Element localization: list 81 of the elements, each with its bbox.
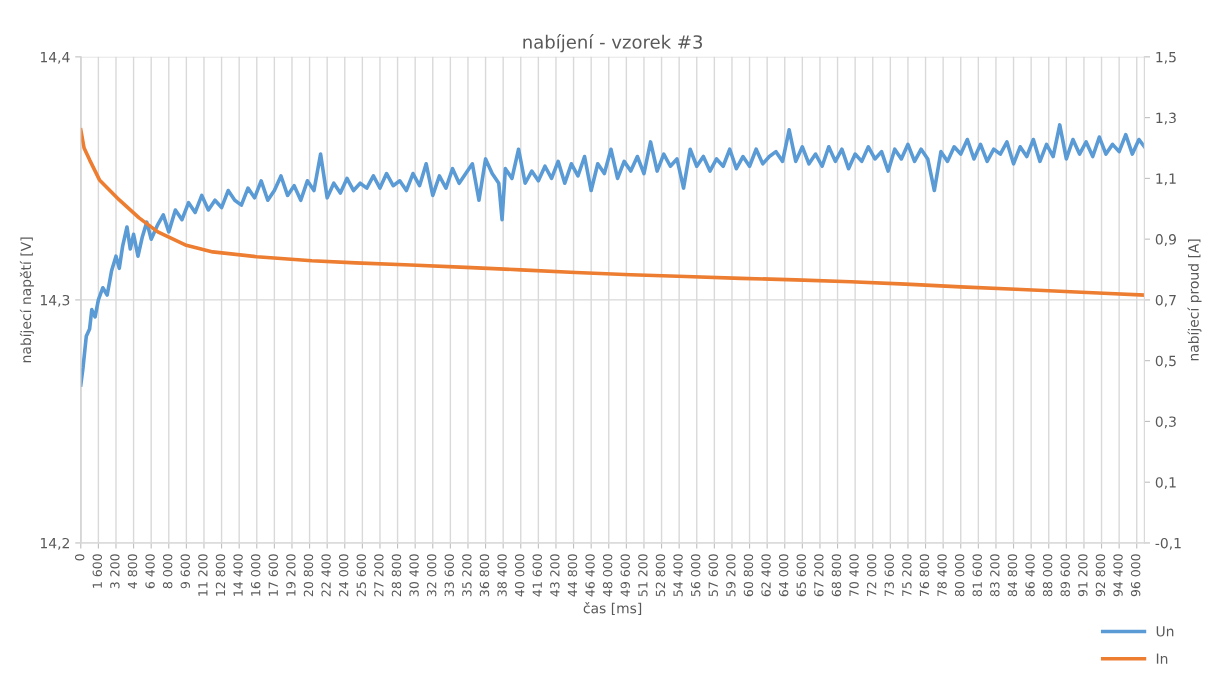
x-tick-label: 8 000 bbox=[162, 554, 173, 589]
y2-tick-label: 0,1 bbox=[1155, 477, 1176, 490]
legend-label: Un bbox=[1156, 626, 1174, 637]
x-tick-label: 41 600 bbox=[532, 554, 542, 597]
x-tick-label: 52 800 bbox=[655, 554, 666, 597]
y-tick-label: 14,3 bbox=[40, 294, 70, 307]
x-tick-label: 81 600 bbox=[972, 554, 982, 597]
y2-tick-label: 0,5 bbox=[1155, 355, 1176, 368]
x-tick-label: 67 200 bbox=[814, 554, 824, 597]
x-tick-label: 0 bbox=[74, 554, 85, 561]
x-tick-label: 83 200 bbox=[990, 554, 1000, 597]
x-tick-label: 76 800 bbox=[919, 554, 930, 597]
x-tick-label: 6 400 bbox=[145, 554, 155, 589]
legend-label: In bbox=[1156, 653, 1168, 664]
x-tick-label: 35 200 bbox=[462, 554, 472, 597]
x-tick-label: 1 600 bbox=[92, 554, 103, 588]
x-axis-title: čas [ms] bbox=[583, 602, 642, 616]
x-tick-label: 78 400 bbox=[937, 554, 947, 597]
x-tick-label: 89 600 bbox=[1060, 554, 1070, 597]
y-axis-title: nabíjecí napětí [V] bbox=[19, 237, 34, 363]
x-tick-label: 11 200 bbox=[198, 554, 208, 596]
y2-axis-title: nabíjecí proud [A] bbox=[1187, 239, 1202, 361]
x-tick-label: 92 800 bbox=[1095, 554, 1106, 597]
y-tick-label: 14,4 bbox=[40, 52, 70, 64]
x-tick-label: 38 400 bbox=[497, 554, 507, 597]
x-tick-label: 86 400 bbox=[1025, 554, 1035, 597]
x-tick-label: 27 200 bbox=[374, 554, 384, 597]
x-tick-label: 57 600 bbox=[708, 554, 718, 597]
x-tick-label: 44 800 bbox=[567, 554, 578, 597]
x-tick-label: 22 400 bbox=[321, 554, 331, 597]
y2-tick-label: 1,1 bbox=[1156, 173, 1176, 186]
x-tick-label: 4 800 bbox=[127, 554, 138, 589]
x-tick-label: 14 400 bbox=[233, 554, 243, 596]
chart-title: nabíjení - vzorek #3 bbox=[523, 34, 703, 53]
x-tick-label: 56 000 bbox=[690, 554, 701, 597]
x-tick-label: 25 600 bbox=[356, 554, 366, 597]
x-tick-label: 36 800 bbox=[479, 554, 490, 597]
y2-tick-label: 0,9 bbox=[1155, 234, 1176, 247]
x-tick-label: 33 600 bbox=[444, 554, 454, 597]
x-tick-label: 51 200 bbox=[638, 554, 648, 597]
x-tick-label: 32 000 bbox=[426, 554, 437, 597]
x-tick-label: 9 600 bbox=[180, 554, 191, 589]
x-tick-label: 70 400 bbox=[849, 554, 859, 597]
x-tick-label: 80 000 bbox=[954, 554, 965, 597]
x-tick-label: 62 400 bbox=[761, 554, 771, 597]
x-tick-label: 72 000 bbox=[866, 554, 877, 597]
x-tick-label: 68 800 bbox=[831, 554, 842, 597]
x-tick-label: 73 600 bbox=[884, 554, 894, 597]
x-tick-label: 12 800 bbox=[215, 554, 226, 596]
x-tick-label: 54 400 bbox=[673, 554, 683, 597]
x-tick-label: 30 400 bbox=[409, 554, 419, 597]
x-tick-label: 59 200 bbox=[726, 554, 736, 597]
x-tick-label: 75 200 bbox=[902, 554, 912, 597]
x-tick-label: 17 600 bbox=[268, 554, 278, 596]
y2-tick-label: 1,3 bbox=[1156, 112, 1176, 125]
x-tick-label: 88 000 bbox=[1042, 554, 1053, 597]
x-tick-label: 84 800 bbox=[1007, 554, 1018, 597]
x-tick-label: 94 400 bbox=[1113, 554, 1123, 597]
y2-tick-label: 0,7 bbox=[1155, 294, 1176, 307]
x-tick-label: 48 000 bbox=[602, 554, 613, 597]
x-tick-label: 24 000 bbox=[338, 554, 349, 597]
x-tick-label: 40 000 bbox=[514, 554, 525, 597]
x-tick-label: 3 200 bbox=[110, 554, 120, 589]
x-tick-label: 19 200 bbox=[286, 554, 296, 596]
x-tick-label: 46 400 bbox=[585, 554, 595, 597]
y2-tick-label: -0,1 bbox=[1155, 537, 1181, 550]
x-tick-label: 60 800 bbox=[743, 554, 754, 597]
line-series bbox=[80, 123, 1145, 387]
line-series bbox=[80, 127, 1145, 297]
x-tick-label: 28 800 bbox=[391, 554, 402, 597]
y2-tick-label: 1,5 bbox=[1156, 52, 1176, 64]
x-tick-label: 20 800 bbox=[303, 554, 314, 597]
y2-tick-label: 0,3 bbox=[1155, 416, 1176, 429]
x-tick-label: 64 000 bbox=[778, 554, 789, 597]
y-tick-label: 14,2 bbox=[40, 537, 69, 550]
x-tick-label: 65 600 bbox=[796, 554, 806, 597]
x-tick-label: 49 600 bbox=[620, 554, 630, 597]
x-tick-label: 16 000 bbox=[250, 554, 261, 596]
x-tick-label: 43 200 bbox=[550, 554, 560, 597]
x-tick-label: 91 200 bbox=[1078, 554, 1088, 597]
x-tick-label: 96 000 bbox=[1130, 554, 1141, 597]
